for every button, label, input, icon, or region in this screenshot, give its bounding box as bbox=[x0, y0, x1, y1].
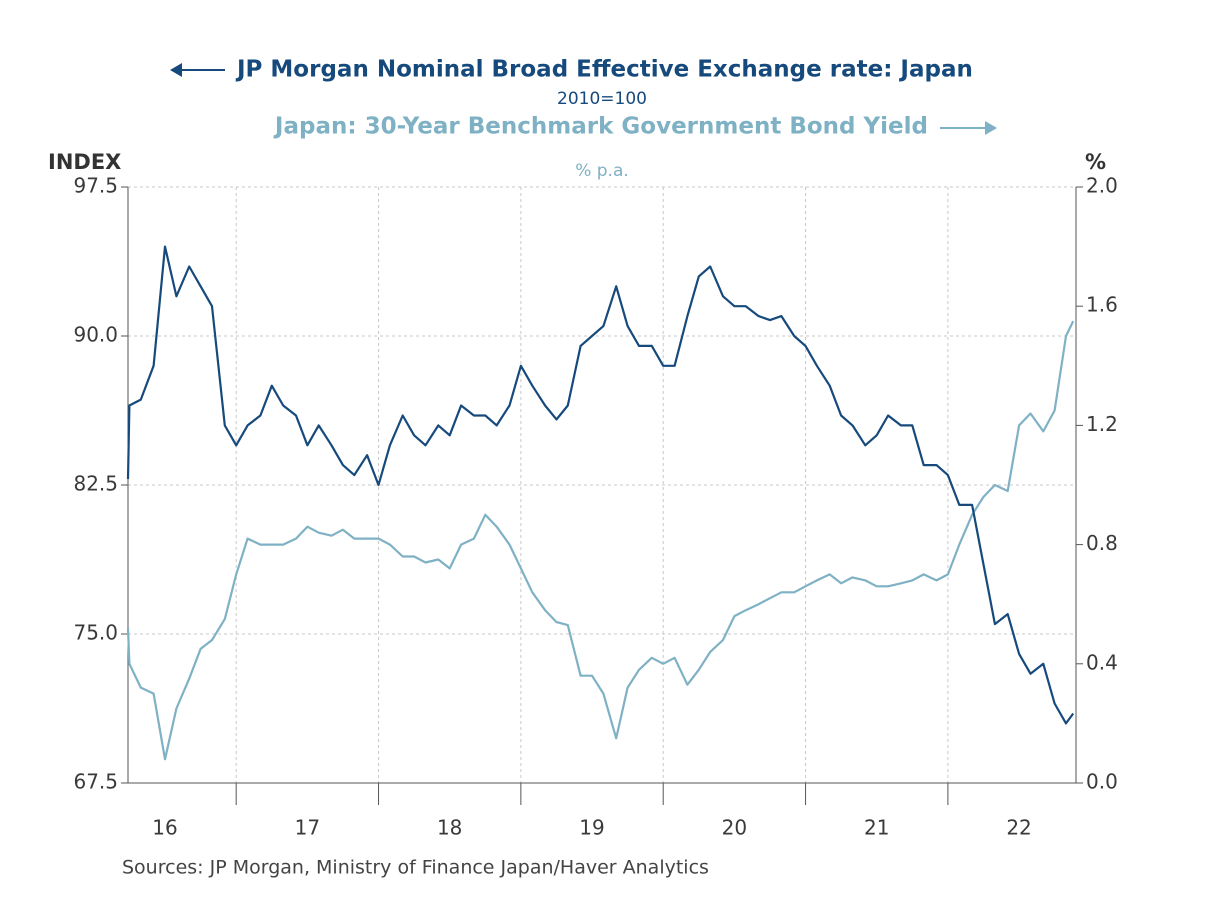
series-title-left: JP Morgan Nominal Broad Effective Exchan… bbox=[235, 57, 973, 83]
y2-tick-label: 0.8 bbox=[1086, 531, 1118, 555]
x-tick-label: 17 bbox=[295, 816, 320, 840]
x-tick-label: 16 bbox=[152, 816, 177, 840]
y2-tick-label: 0.4 bbox=[1086, 650, 1118, 674]
y2-tick-label: 0.0 bbox=[1086, 770, 1118, 794]
y2-tick-label: 1.2 bbox=[1086, 412, 1118, 436]
subtitle: 2010=100 bbox=[557, 89, 647, 109]
arrow-head bbox=[170, 63, 182, 77]
title-2: Japan: 30-Year Benchmark Government Bond… bbox=[273, 114, 997, 140]
x-tick-label: 22 bbox=[1006, 816, 1031, 840]
title-1: JP Morgan Nominal Broad Effective Exchan… bbox=[170, 57, 973, 83]
y2-tick-label: 2.0 bbox=[1086, 174, 1118, 198]
source: Sources: JP Morgan, Ministry of Finance … bbox=[122, 857, 709, 879]
y-axis-label: INDEX bbox=[48, 150, 121, 174]
y-tick-label: 97.5 bbox=[73, 174, 118, 198]
x-tick-label: 18 bbox=[437, 816, 462, 840]
series-title-right: Japan: 30-Year Benchmark Government Bond… bbox=[273, 114, 928, 140]
arrow-head bbox=[985, 121, 997, 135]
y-tick-label: 82.5 bbox=[73, 472, 118, 496]
x-tick-label: 21 bbox=[864, 816, 889, 840]
y-tick-label: 90.0 bbox=[73, 323, 118, 347]
y-tick-label: 67.5 bbox=[73, 770, 118, 794]
x-tick-label: 20 bbox=[722, 816, 747, 840]
y-tick-label: 75.0 bbox=[73, 621, 118, 645]
y2-tick-label: 1.6 bbox=[1086, 293, 1118, 317]
series-line bbox=[126, 320, 1075, 761]
series-line bbox=[126, 245, 1075, 725]
y2-unit: % p.a. bbox=[575, 161, 629, 181]
x-tick-label: 19 bbox=[579, 816, 604, 840]
y2-axis-label: % bbox=[1085, 150, 1106, 174]
